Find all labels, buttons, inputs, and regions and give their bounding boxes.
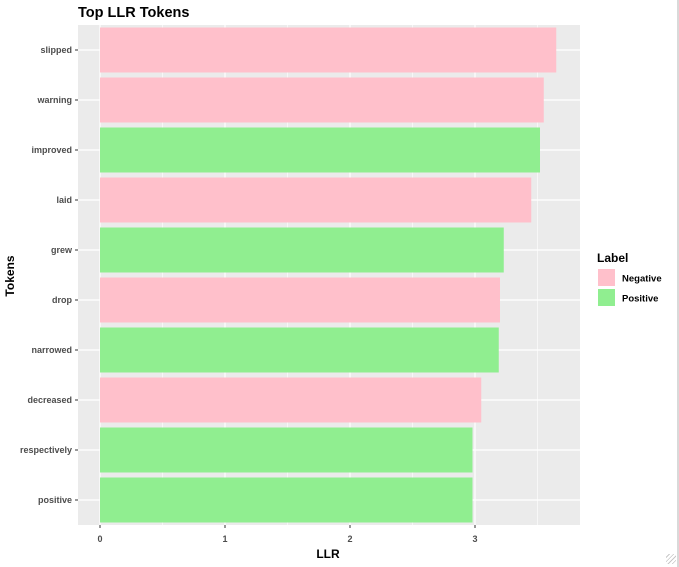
- bar-decreased: [100, 377, 482, 423]
- x-axis-ticks: 0 1 2 3: [97, 525, 478, 544]
- bars: [100, 27, 557, 523]
- x-tick-label: 1: [222, 534, 227, 544]
- resize-grip-icon[interactable]: [666, 554, 676, 564]
- bar-improved: [100, 127, 540, 173]
- y-tick-label: laid: [56, 195, 72, 205]
- y-tick-label: decreased: [27, 395, 72, 405]
- bar-grew: [100, 227, 504, 273]
- legend-key-negative: [598, 269, 615, 286]
- bar-warning: [100, 77, 544, 123]
- y-tick-label: positive: [38, 495, 72, 505]
- bar-positive: [100, 477, 473, 523]
- legend-key-positive: [598, 289, 615, 306]
- y-tick-label: respectively: [20, 445, 72, 455]
- y-tick-label: warning: [36, 95, 72, 105]
- x-tick-label: 2: [347, 534, 352, 544]
- x-axis-title: LLR: [316, 547, 340, 561]
- window-edge: [677, 0, 679, 567]
- bar-slipped: [100, 27, 557, 73]
- chart-title: Top LLR Tokens: [78, 5, 189, 21]
- y-tick-label: narrowed: [31, 345, 72, 355]
- legend-title: Label: [597, 251, 628, 265]
- y-tick-label: improved: [31, 145, 72, 155]
- legend-label-negative: Negative: [622, 274, 662, 285]
- bar-drop: [100, 277, 500, 323]
- y-axis-ticks: slipped warning improved laid grew drop narrow…: [20, 45, 78, 505]
- y-tick-label: drop: [52, 295, 72, 305]
- x-tick-label: 0: [97, 534, 102, 544]
- bar-narrowed: [100, 327, 499, 373]
- bar-laid: [100, 177, 532, 223]
- legend: Label Negative Positive: [597, 251, 662, 306]
- x-tick-label: 3: [472, 534, 477, 544]
- y-axis-title: Tokens: [3, 255, 17, 296]
- y-tick-label: slipped: [40, 45, 72, 55]
- legend-label-positive: Positive: [622, 294, 658, 305]
- bar-respectively: [100, 427, 473, 473]
- y-tick-label: grew: [51, 245, 73, 255]
